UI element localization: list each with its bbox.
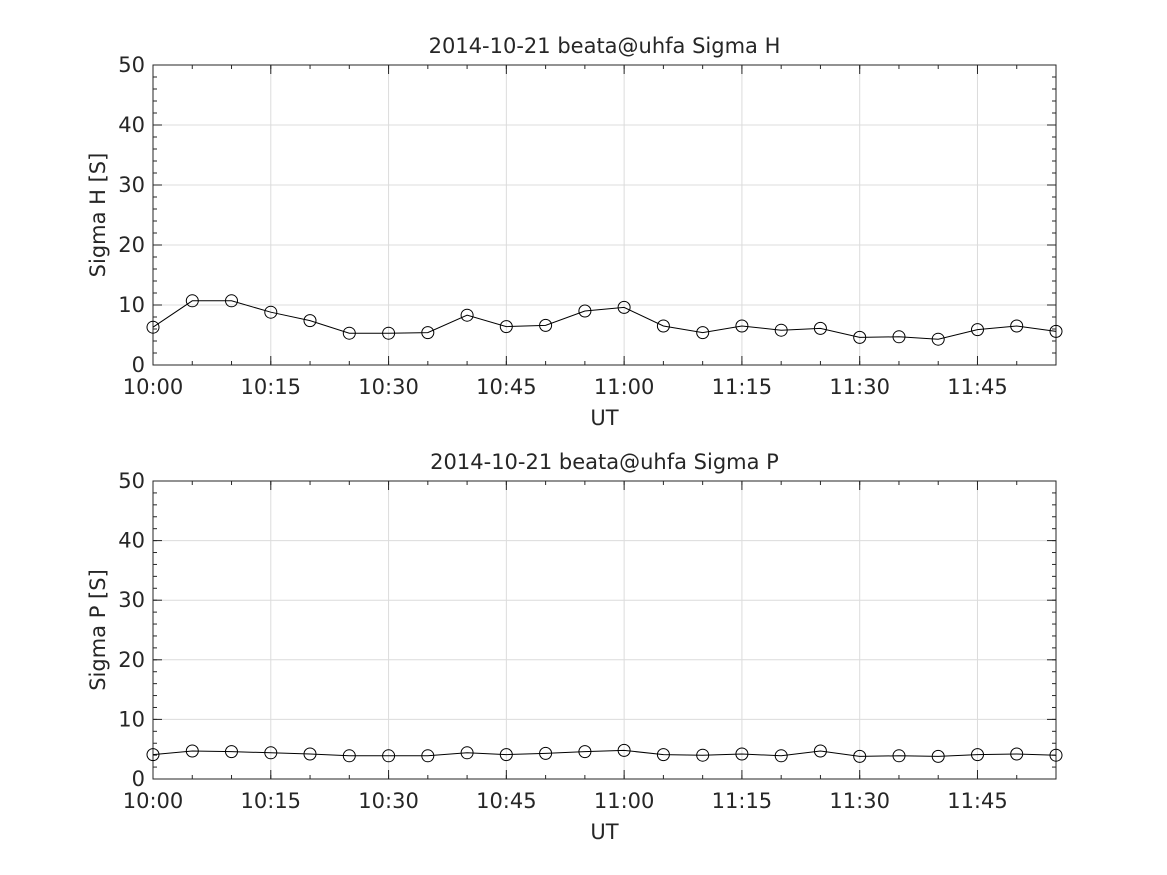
data-point [539,318,553,332]
data-point [539,746,553,760]
x-axis-label: UT [590,406,618,430]
data-point [696,748,710,762]
y-tick-label: 30 [118,173,145,197]
x-tick-label: 10:00 [123,789,184,813]
x-tick-label: 10:15 [241,375,302,399]
data-point [774,749,788,763]
x-tick-label: 10:00 [123,375,184,399]
data-point [971,323,984,337]
x-tick-label: 10:45 [476,375,537,399]
data-point [264,746,278,760]
data-point [342,749,356,763]
chart-title: 2014-10-21 beata@uhfa Sigma P [430,450,779,474]
x-axis-label: UT [590,820,618,844]
data-point [460,308,474,322]
y-axis-label: Sigma H [S] [86,153,110,278]
data-point [342,326,356,340]
data-point [146,748,160,762]
data-point [617,743,631,757]
data-point [617,300,631,314]
data-point [774,323,788,337]
data-point [696,326,710,340]
x-tick-label: 11:15 [712,375,773,399]
series-line [152,749,1057,757]
y-axis-label: Sigma P [S] [86,569,110,691]
plot-area [152,64,1057,366]
y-tick-label: 20 [118,648,145,672]
x-tick-label: 11:30 [829,789,890,813]
data-point [813,321,827,335]
data-point [892,749,906,763]
x-tick-label: 10:15 [241,789,302,813]
data-point [146,320,160,334]
data-point [656,748,670,762]
data-point [382,326,396,340]
y-tick-label: 30 [118,588,145,612]
data-point [303,314,317,328]
data-point [1049,324,1063,338]
data-point [735,319,749,333]
x-tick-label: 10:45 [476,789,537,813]
chart-title: 2014-10-21 beata@uhfa Sigma H [429,34,781,58]
data-point [185,744,199,758]
y-tick-label: 50 [118,53,145,77]
x-tick-label: 10:30 [358,375,419,399]
data-point [1010,319,1024,333]
y-tick-label: 20 [118,233,145,257]
data-point [931,749,945,763]
data-point [499,320,513,334]
series-line [152,300,1057,340]
data-point [971,748,984,762]
data-point [1049,748,1063,762]
data-point [892,330,906,344]
data-point [931,332,945,346]
data-point [185,294,199,308]
y-tick-label: 10 [118,293,145,317]
data-point [225,294,238,308]
y-tick-label: 0 [132,767,145,791]
x-tick-label: 10:30 [358,789,419,813]
x-tick-label: 11:15 [712,789,773,813]
data-point [421,749,435,763]
chart-panel-2: 0 10 20 30 40 50 10:00 10:15 10:30 10:45 11:00 11:1… [86,450,1063,844]
x-tick-label: 11:45 [947,375,1008,399]
x-tick-label: 11:30 [829,375,890,399]
x-tick-label: 11:00 [594,789,655,813]
data-point [813,744,827,758]
y-tick-label: 40 [118,529,145,553]
data-point [303,747,317,761]
data-point [499,748,513,762]
y-tick-label: 0 [132,353,145,377]
data-point [1010,747,1024,761]
data-point [225,745,238,759]
data-point [853,330,867,344]
data-point [264,305,278,319]
x-tick-label: 11:45 [947,789,1008,813]
y-tick-label: 40 [118,113,145,137]
data-point [578,304,592,318]
data-point [578,745,592,759]
data-point [735,747,749,761]
x-tick-label: 11:00 [594,375,655,399]
y-tick-label: 10 [118,707,145,731]
data-point [656,319,670,333]
y-tick-label: 50 [118,469,145,493]
chart-panel-1: 0 10 20 30 40 50 10:00 10:15 10:30 10:45 11:00 11:1… [86,34,1063,430]
data-point [460,746,474,760]
data-point [421,326,435,340]
data-point [853,749,867,763]
plot-area [152,480,1057,780]
data-point [382,749,396,763]
